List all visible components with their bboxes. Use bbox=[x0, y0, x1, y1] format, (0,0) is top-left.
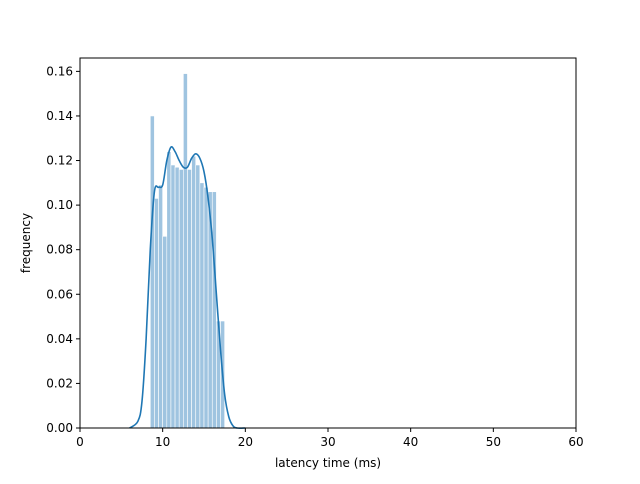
histogram-bar bbox=[166, 151, 172, 429]
y-tick-label: 0.14 bbox=[46, 109, 73, 123]
histogram-bar bbox=[178, 169, 184, 429]
y-tick-label: 0.04 bbox=[46, 332, 73, 346]
histogram-bar bbox=[211, 191, 217, 429]
histogram-bar bbox=[158, 184, 163, 429]
x-tick-label: 40 bbox=[403, 435, 418, 449]
y-tick-label: 0.00 bbox=[46, 421, 73, 435]
y-tick-label: 0.16 bbox=[46, 64, 73, 78]
x-axis-label: latency time (ms) bbox=[275, 456, 381, 470]
x-tick-label: 60 bbox=[568, 435, 583, 449]
x-tick-label: 50 bbox=[486, 435, 501, 449]
histogram-bar bbox=[149, 115, 155, 429]
histogram-bar bbox=[191, 155, 197, 429]
x-axis-ticks: 0 10 20 30 40 50 60 bbox=[76, 428, 584, 449]
histogram-bar bbox=[199, 182, 205, 429]
x-tick-label: 30 bbox=[320, 435, 335, 449]
y-tick-label: 0.06 bbox=[46, 287, 73, 301]
x-tick-label: 20 bbox=[238, 435, 253, 449]
histogram-bar bbox=[174, 166, 180, 429]
y-axis-ticks: 0.00 0.02 0.04 0.06 0.08 0.10 0.12 0.14 0.16 bbox=[46, 64, 80, 435]
histogram-bar bbox=[154, 198, 159, 429]
y-axis-label: frequency bbox=[19, 213, 33, 273]
x-tick-label: 0 bbox=[76, 435, 84, 449]
histogram-bar bbox=[187, 169, 192, 429]
histogram-bar bbox=[170, 164, 176, 429]
y-tick-label: 0.08 bbox=[46, 243, 73, 257]
kde-curve-layer bbox=[129, 146, 246, 429]
y-tick-label: 0.12 bbox=[46, 154, 73, 168]
x-tick-label: 10 bbox=[155, 435, 170, 449]
histogram-bar bbox=[203, 186, 209, 429]
kde-line bbox=[129, 146, 246, 429]
y-tick-label: 0.10 bbox=[46, 198, 73, 212]
histogram-bar bbox=[195, 164, 201, 429]
histogram-bar bbox=[162, 236, 168, 429]
histogram-bar bbox=[183, 73, 188, 429]
y-tick-label: 0.02 bbox=[46, 376, 73, 390]
